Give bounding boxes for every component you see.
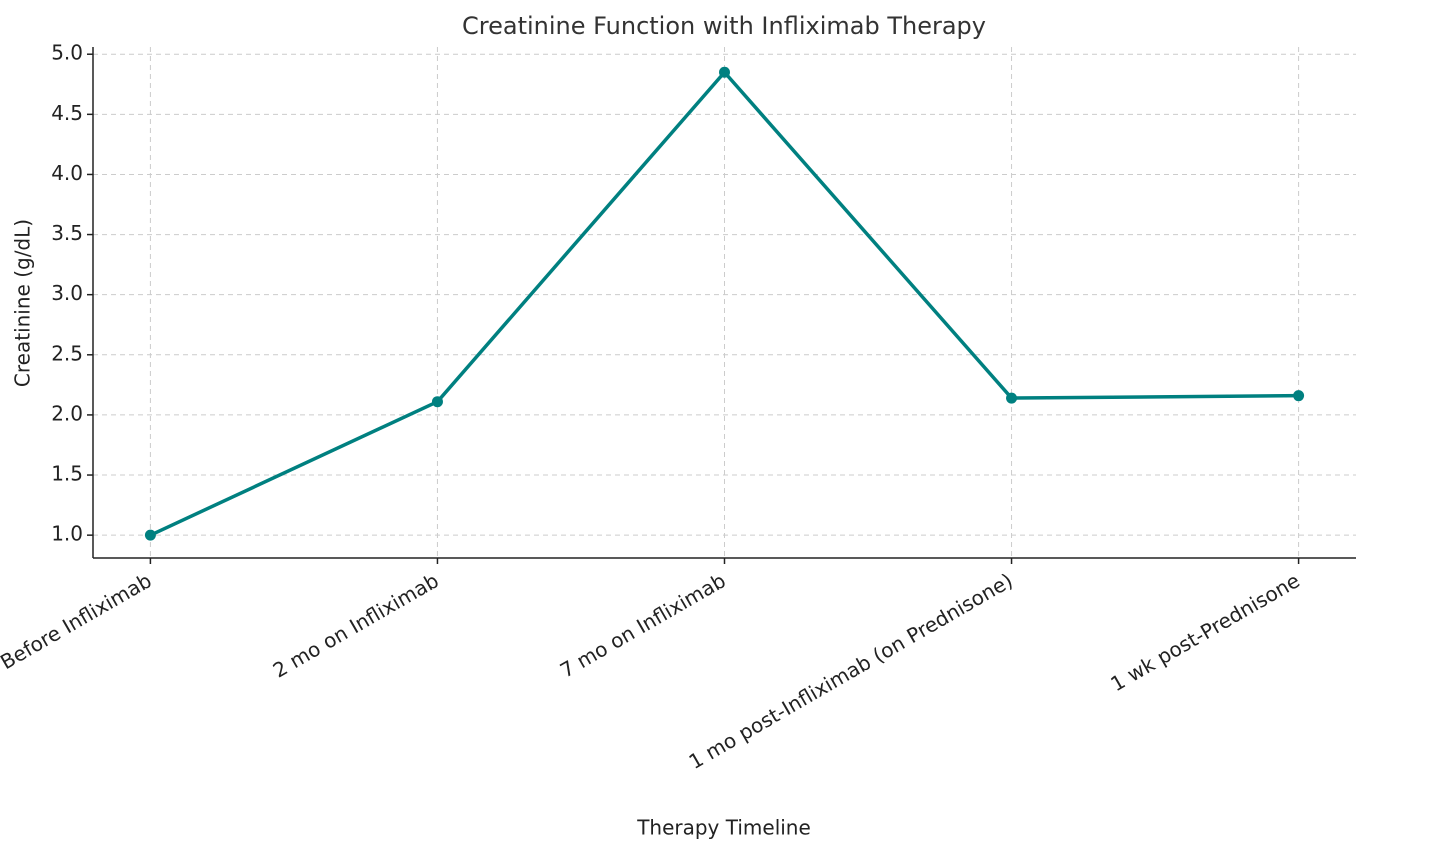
- x-tick-label: 1 wk post-Prednisone: [1106, 568, 1303, 696]
- x-axis-label: Therapy Timeline: [636, 816, 811, 840]
- x-tick-label: Before Infliximab: [0, 568, 156, 674]
- y-tick-label: 4.0: [51, 161, 83, 185]
- y-tick-label: 3.5: [51, 221, 83, 245]
- data-point: [1006, 392, 1018, 404]
- data-point: [144, 529, 156, 541]
- y-tick-label: 3.0: [51, 281, 83, 305]
- y-axis-label: Creatinine (g/dL): [11, 219, 35, 387]
- y-tick-label: 2.5: [51, 341, 83, 365]
- x-tick-label: 1 mo post-Infliximab (on Prednisone): [685, 568, 1017, 774]
- y-tick-label: 1.5: [51, 462, 83, 486]
- data-point: [1293, 390, 1305, 402]
- y-tick-label: 5.0: [51, 41, 83, 65]
- x-tick-label: 7 mo on Infliximab: [556, 568, 730, 682]
- y-tick-label: 2.0: [51, 401, 83, 425]
- data-point: [719, 66, 730, 78]
- y-tick-label: 1.0: [51, 522, 83, 546]
- y-tick-label: 4.5: [51, 101, 83, 125]
- x-tick-label: 2 mo on Infliximab: [269, 568, 443, 682]
- data-point: [431, 396, 443, 408]
- chart-title: Creatinine Function with Infliximab Ther…: [462, 12, 986, 40]
